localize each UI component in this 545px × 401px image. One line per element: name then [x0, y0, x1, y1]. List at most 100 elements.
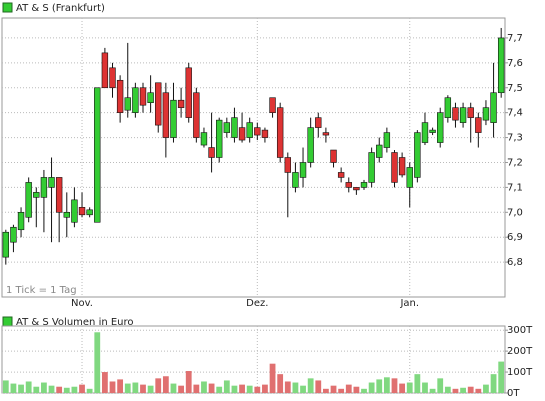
- candle-body: [376, 144, 383, 158]
- volume-bar: [437, 378, 444, 393]
- volume-bar: [262, 384, 268, 393]
- candle-body: [383, 132, 391, 148]
- candle-body: [10, 226, 17, 243]
- volume-bar: [399, 383, 406, 393]
- y-tick-label: 100T: [507, 367, 533, 378]
- candle-body: [25, 182, 32, 218]
- x-tick-label: Jan.: [399, 298, 419, 309]
- candle-body: [94, 87, 101, 223]
- chart-title: AT & S (Frankfurt): [16, 3, 105, 14]
- candle-body: [467, 107, 474, 118]
- candle-body: [368, 152, 375, 183]
- volume-title: AT & S Volumen in Euro: [16, 317, 134, 328]
- volume-bar: [63, 387, 70, 393]
- y-tick-label: 200T: [507, 346, 533, 357]
- candle-body: [276, 107, 284, 158]
- volume-bar: [231, 385, 238, 393]
- candle-body: [322, 132, 330, 136]
- volume-bar: [483, 384, 489, 393]
- candle-body: [55, 177, 63, 213]
- candle-body: [444, 97, 452, 118]
- volume-bar: [383, 377, 390, 393]
- volume-bar: [216, 386, 223, 393]
- candle-body: [177, 99, 185, 108]
- legend-swatch: [2, 316, 13, 327]
- volume-bar: [223, 380, 230, 393]
- volume-bar: [376, 379, 383, 393]
- candle-body: [238, 127, 246, 141]
- volume-bar: [460, 387, 466, 393]
- candle-body: [345, 182, 352, 188]
- candle-body: [147, 92, 154, 103]
- volume-bar: [178, 385, 184, 393]
- volume-bar: [444, 386, 451, 393]
- y-tick-label: 300T: [507, 325, 533, 336]
- candle-body: [452, 107, 459, 121]
- candle-body: [132, 87, 139, 113]
- volume-bar: [56, 386, 63, 393]
- volume-bar: [345, 384, 352, 393]
- candle-body: [414, 132, 421, 178]
- candle-body: [223, 122, 231, 133]
- candle-body: [437, 112, 444, 143]
- volume-bar: [406, 382, 413, 393]
- volume-bar: [201, 381, 207, 393]
- candle-body: [231, 117, 238, 138]
- candle-body: [246, 122, 253, 138]
- volume-bar: [307, 378, 314, 393]
- candle-body: [475, 117, 482, 133]
- candle-body: [261, 129, 269, 138]
- volume-bar: [269, 363, 276, 393]
- volume-bar: [25, 381, 32, 393]
- candle-body: [200, 132, 208, 146]
- volume-bar: [323, 388, 329, 393]
- y-tick-label: 7,1: [507, 182, 523, 193]
- y-tick-label: 7,7: [507, 33, 523, 44]
- volume-bar: [254, 386, 261, 393]
- volume-bar: [124, 383, 131, 393]
- candle-body: [421, 122, 429, 143]
- volume-bar: [132, 382, 139, 393]
- volume-bar: [94, 332, 101, 393]
- candle-body: [269, 97, 276, 113]
- candle-body: [307, 127, 314, 163]
- candle-body: [353, 187, 360, 191]
- candle-body: [139, 87, 147, 106]
- y-tick-label: 7,6: [507, 58, 523, 69]
- volume-bar: [10, 383, 17, 393]
- candle-body: [86, 209, 93, 216]
- volume-bar: [185, 371, 192, 393]
- volume-bar: [193, 384, 200, 393]
- candle-body: [116, 79, 124, 113]
- y-tick-label: 7,3: [507, 133, 523, 144]
- candle-body: [71, 199, 78, 223]
- volume-bar: [33, 386, 40, 393]
- volume-bar: [155, 378, 162, 393]
- candle-body: [162, 92, 170, 138]
- volume-bar: [147, 385, 154, 393]
- candle-body: [185, 67, 192, 118]
- volume-bar: [277, 374, 284, 393]
- volume-bar: [208, 383, 215, 393]
- candle-body: [216, 119, 223, 158]
- volume-bar: [170, 383, 177, 393]
- tick-note: 1 Tick = 1 Tag: [6, 285, 77, 296]
- volume-bar: [284, 381, 291, 393]
- y-tick-label: 6,9: [507, 232, 523, 243]
- volume-bar: [490, 374, 497, 393]
- legend-swatch: [2, 2, 13, 13]
- volume-bar: [2, 380, 9, 393]
- candle-body: [459, 107, 467, 123]
- candle-body: [208, 147, 215, 158]
- volume-bar: [498, 361, 505, 393]
- candle-body: [40, 177, 48, 198]
- candle-body: [490, 92, 497, 123]
- candle-body: [63, 212, 70, 218]
- volume-bar: [422, 382, 428, 393]
- candle-body: [101, 52, 109, 89]
- volume-bar: [414, 374, 421, 393]
- candle-body: [497, 37, 505, 94]
- volume-frame: [1, 325, 506, 394]
- candle-body: [429, 129, 436, 133]
- candle-body: [315, 117, 322, 128]
